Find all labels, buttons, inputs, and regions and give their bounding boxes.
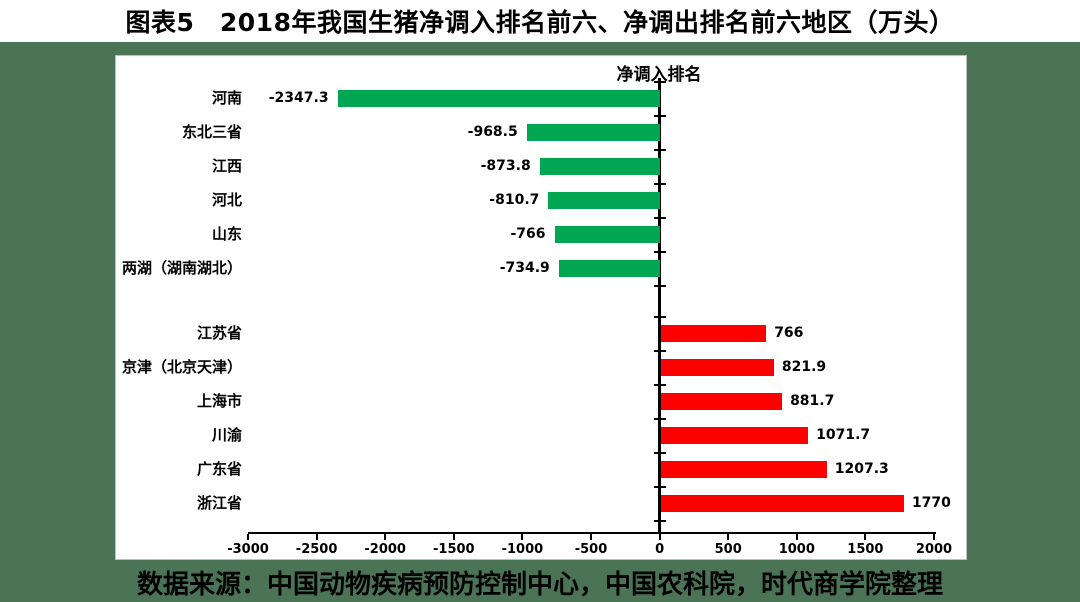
bar-value-label: -873.8 [480,158,531,174]
bar [661,325,767,342]
bar [661,359,774,376]
x-axis-tick [384,534,387,540]
bar [539,158,660,175]
bar [548,192,660,209]
bar-category-label: 江苏省 [196,324,242,342]
zero-axis-row-tick [653,485,666,488]
bar [661,393,783,410]
bar [661,461,827,478]
bar-category-label: 东北三省 [181,123,242,141]
zero-axis-row-tick [653,114,666,117]
zero-axis-row-tick [653,417,666,420]
x-axis-tick [247,534,249,540]
zero-axis-row-tick [653,383,666,386]
x-axis-tick-label: -2500 [295,542,338,557]
x-axis-tick-label: 2000 [915,542,953,557]
x-axis-tick-label: -2000 [364,542,406,557]
x-axis-tick [452,534,455,540]
plot-area: -3000 -2500 -2000 -1500 -1000 -500 0 500 1000 150… [116,56,966,559]
bar-category-label: 山东 [211,225,242,243]
x-axis-tick-label: -1500 [433,542,475,557]
x-axis-tick [727,534,730,540]
x-axis-tick [933,534,935,540]
bar [554,226,660,243]
zero-axis-row-tick [653,250,666,253]
bar-value-label: -968.5 [467,124,518,140]
bar-value-label: 821.9 [781,359,827,375]
bar-category-label: 京津（北京天津） [121,358,242,376]
bar [526,124,660,141]
bar-category-label: 河南 [211,89,242,107]
zero-axis-row-tick [653,451,666,454]
bar [661,495,904,512]
x-axis-line [248,532,936,534]
chart-panel: 净调入排名 -3000 -2500 -2000 -1500 -1000 -500 0 500 1… [115,55,967,560]
bar-value-label: 766 [774,325,804,341]
bar-value-label: 1770 [911,495,951,511]
bar-value-label: -2347.3 [268,90,329,106]
bar-category-label: 广东省 [196,460,242,478]
figure-title-band: 图表5 2018年我国生猪净调入排名前六、净调出排名前六地区（万头） [0,0,1080,42]
data-source-note: 数据来源：中国动物疾病预防控制中心，中国农科院，时代商学院整理 [136,570,943,600]
x-axis-tick [864,534,867,540]
x-axis-tick [658,534,661,540]
zero-axis-row-tick [653,148,666,151]
zero-axis-row-tick [653,216,666,219]
x-axis-tick [521,534,524,540]
bar-value-label: -734.9 [499,260,550,276]
x-axis-tick-label: 1000 [778,542,815,557]
zero-axis-line [658,78,662,532]
bar-value-label: 1207.3 [834,461,889,477]
x-axis-tick-label: 500 [714,542,742,557]
zero-axis-row-tick [653,80,666,83]
figure-title: 图表5 2018年我国生猪净调入排名前六、净调出排名前六地区（万头） [125,8,955,37]
x-axis-tick-label: -500 [574,542,608,557]
bar-value-label: -810.7 [489,192,540,208]
x-axis-tick-label: 0 [655,542,665,557]
x-axis-tick-label: -1000 [501,542,544,557]
bar [661,427,809,444]
zero-axis-row-tick [653,519,666,522]
bar-category-label: 上海市 [196,392,242,410]
bar-value-label: 881.7 [790,393,835,409]
x-axis-tick [590,534,592,540]
zero-axis-row-tick [653,284,666,287]
x-axis-tick [315,534,318,540]
zero-axis-row-tick [653,315,666,318]
bar-category-label: 江西 [211,157,242,175]
x-axis-tick-label: -3000 [227,542,269,557]
chart-title: 净调入排名 [616,65,702,85]
bar-category-label: 河北 [211,191,242,209]
bar-category-label: 川渝 [211,426,242,444]
bar-value-label: -766 [510,226,546,242]
zero-axis-row-tick [653,182,666,185]
bar [558,260,660,277]
bar-category-label: 两湖（湖南湖北） [121,259,242,277]
bar-category-label: 浙江省 [196,494,242,512]
x-axis-tick-label: 1500 [847,542,884,557]
bar [337,90,660,107]
x-axis-tick [795,534,798,540]
zero-axis-row-tick [653,349,666,352]
bar-value-label: 1071.7 [816,427,871,443]
